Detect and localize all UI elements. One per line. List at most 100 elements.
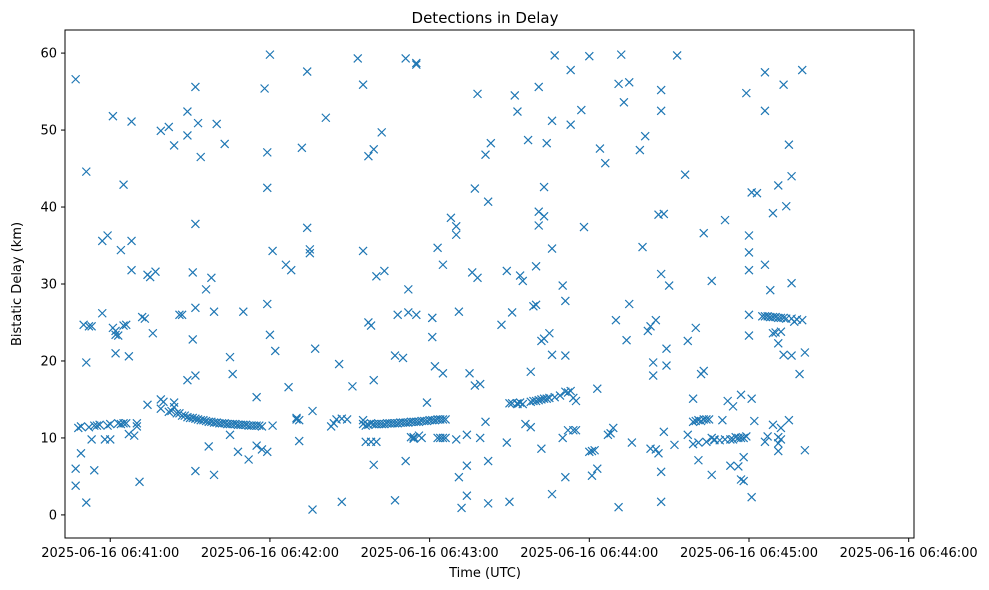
- detection-point: [411, 60, 421, 70]
- detection-point: [566, 65, 576, 75]
- detection-point: [342, 415, 352, 424]
- detection-point: [587, 471, 597, 481]
- detection-point: [760, 106, 770, 116]
- detection-point: [624, 299, 634, 309]
- detection-point: [244, 455, 254, 464]
- detection-point: [84, 321, 94, 331]
- detection-point: [103, 231, 113, 240]
- detection-point: [707, 470, 717, 480]
- detection-point: [441, 415, 451, 424]
- detection-point: [212, 119, 222, 129]
- detection-point: [787, 351, 796, 361]
- detection-point: [305, 244, 315, 254]
- detection-point: [132, 418, 142, 428]
- detection-point: [680, 170, 690, 180]
- detection-point: [510, 90, 520, 100]
- detection-point: [768, 208, 778, 218]
- detection-point: [656, 497, 666, 507]
- detection-point: [560, 296, 570, 306]
- x-tick-label: 2025-06-16 06:43:00: [361, 546, 499, 561]
- detection-point: [659, 427, 669, 437]
- detection-point: [800, 348, 810, 357]
- detection-point: [763, 431, 773, 441]
- detection-point: [779, 313, 789, 323]
- detection-point: [797, 65, 807, 75]
- detection-point: [787, 278, 796, 288]
- detection-point: [614, 502, 624, 512]
- detection-point: [257, 445, 267, 454]
- detection-point: [773, 338, 783, 348]
- detection-point: [462, 461, 472, 471]
- x-tick-label: 2025-06-16 06:44:00: [520, 546, 658, 561]
- detection-point: [699, 228, 709, 238]
- detection-point: [747, 394, 757, 404]
- detection-point: [238, 307, 248, 317]
- detection-point: [137, 312, 147, 322]
- detection-point: [560, 472, 570, 482]
- detection-point: [662, 361, 671, 371]
- detection-point: [172, 408, 182, 418]
- detection-point: [302, 223, 312, 233]
- detection-point: [252, 392, 262, 402]
- detection-point: [371, 271, 381, 281]
- detection-point: [656, 85, 666, 95]
- detection-point: [454, 307, 464, 317]
- detection-point: [358, 246, 368, 256]
- detection-point: [305, 248, 315, 258]
- detection-point: [89, 465, 99, 475]
- detection-point: [390, 495, 400, 505]
- detection-point: [183, 107, 192, 117]
- x-tick-label: 2025-06-16 06:41:00: [41, 546, 179, 561]
- detection-point: [566, 386, 576, 396]
- detection-point: [744, 331, 754, 340]
- detection-point: [635, 145, 645, 155]
- y-tick-label: 0: [49, 508, 57, 523]
- detection-point: [744, 248, 754, 257]
- detection-point: [348, 381, 357, 391]
- detection-point: [693, 455, 703, 465]
- detection-point: [547, 489, 557, 499]
- detection-point: [297, 143, 307, 153]
- detection-point: [127, 117, 136, 127]
- detection-point: [560, 351, 570, 361]
- detection-point: [198, 415, 208, 425]
- detection-point: [521, 419, 530, 429]
- detection-point: [781, 201, 791, 211]
- detection-point: [683, 336, 693, 346]
- detection-point: [608, 423, 618, 433]
- detection-point: [462, 491, 472, 501]
- detection-point: [571, 425, 581, 435]
- detection-point: [707, 276, 717, 286]
- detection-point: [206, 273, 216, 283]
- detection-point: [502, 266, 512, 276]
- detection-point: [606, 428, 616, 438]
- detection-point: [736, 390, 746, 400]
- detection-point: [800, 445, 810, 455]
- detection-point: [81, 358, 91, 367]
- detection-point: [108, 111, 118, 121]
- detection-point: [438, 260, 448, 270]
- detection-point: [201, 284, 211, 294]
- detection-point: [209, 307, 219, 317]
- detection-point: [587, 446, 597, 456]
- detection-point: [310, 344, 320, 354]
- detection-point: [438, 415, 448, 424]
- detection-point: [284, 382, 293, 392]
- detection-point: [188, 268, 198, 277]
- detection-point: [369, 460, 379, 470]
- detection-point: [776, 327, 786, 337]
- detection-point: [177, 310, 187, 320]
- x-tick-label: 2025-06-16 06:42:00: [201, 546, 339, 561]
- detection-point: [265, 50, 275, 60]
- detection-point: [433, 243, 443, 253]
- detection-point: [539, 182, 549, 192]
- detection-point: [252, 441, 262, 451]
- detection-point: [773, 446, 783, 456]
- detection-point: [156, 126, 166, 136]
- detection-point: [329, 418, 339, 428]
- detection-point: [175, 310, 184, 320]
- detection-point: [672, 50, 682, 60]
- detection-point: [92, 421, 102, 431]
- detection-point: [542, 394, 552, 404]
